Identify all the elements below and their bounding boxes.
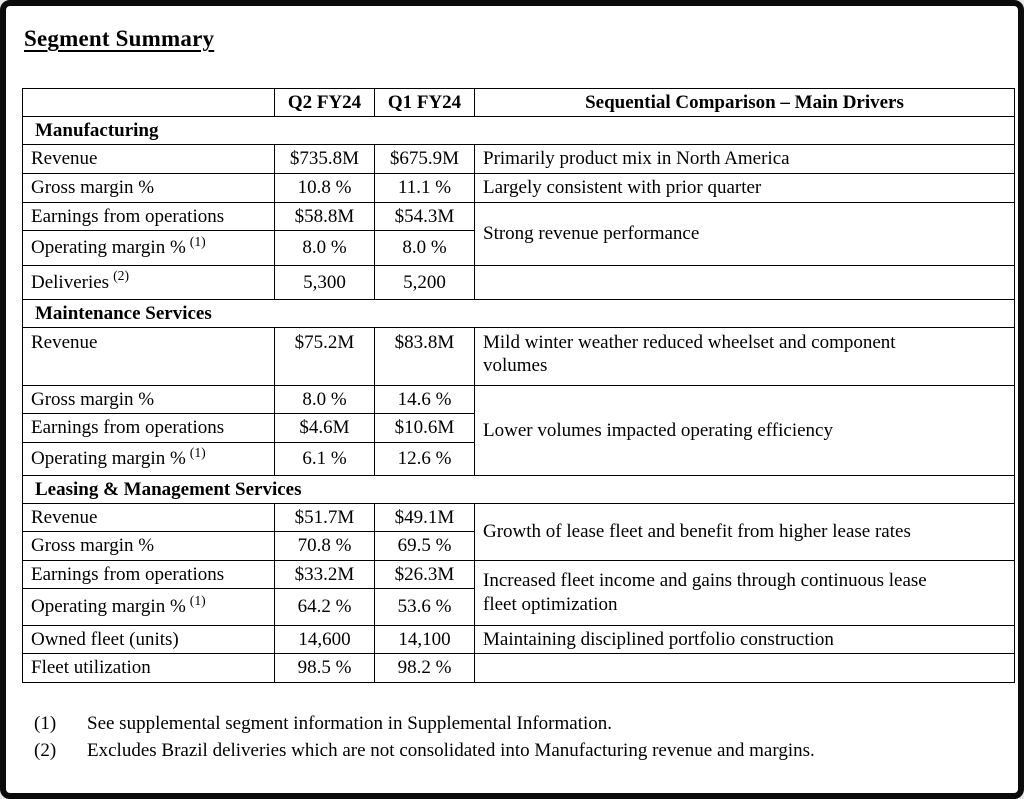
q2-value: 5,300	[274, 264, 375, 300]
q1-value: 14.6 %	[374, 384, 475, 415]
table-row: Owned fleet (units) 14,600 14,100 Mainta…	[22, 624, 1015, 654]
driver-cell: Lower volumes impacted operating efficie…	[474, 384, 1015, 477]
row-label: Deliveries (2)	[22, 264, 275, 300]
q1-value: 11.1 %	[374, 172, 475, 203]
q2-value: 6.1 %	[274, 442, 375, 477]
row-label: Revenue	[22, 503, 275, 533]
footnote-2: (2) Excludes Brazil deliveries which are…	[34, 737, 1002, 764]
row-label: Earnings from operations	[22, 413, 275, 444]
q2-value: 8.0 %	[274, 384, 375, 415]
footnotes: (1) See supplemental segment information…	[34, 710, 1002, 764]
driver-cell: Strong revenue performance	[474, 201, 1015, 266]
table-row: Gross margin % 10.8 % 11.1 % Largely con…	[22, 172, 1015, 203]
driver-cell: Mild winter weather reduced wheelset and…	[474, 326, 1015, 386]
q2-value: 64.2 %	[274, 587, 375, 626]
q2-value: $4.6M	[274, 413, 375, 444]
table-row: Gross margin % 8.0 % 14.6 % Lower volume…	[22, 384, 1015, 477]
q1-value: $83.8M	[374, 326, 475, 386]
section-row-maintenance-services: Maintenance Services	[22, 298, 1015, 328]
q2-value: $51.7M	[274, 503, 375, 533]
table-row: Operating margin % (1) 6.1 % 12.6 %	[22, 442, 1015, 477]
q2-value: $735.8M	[274, 144, 375, 174]
q1-value: 14,100	[374, 624, 475, 654]
section-name: Manufacturing	[22, 116, 1015, 146]
row-label: Gross margin %	[22, 531, 275, 561]
driver-cell: Increased fleet income and gains through…	[474, 559, 1015, 626]
row-label: Revenue	[22, 326, 275, 386]
table-row: Earnings from operations $33.2M $26.3M I…	[22, 559, 1015, 626]
row-label: Revenue	[22, 144, 275, 174]
driver-cell: Growth of lease fleet and benefit from h…	[474, 503, 1015, 561]
table-row: Revenue $735.8M $675.9M Primarily produc…	[22, 144, 1015, 174]
q2-value: 70.8 %	[274, 531, 375, 561]
q1-value: 8.0 %	[374, 229, 475, 266]
driver-cell: Maintaining disciplined portfolio constr…	[474, 624, 1015, 654]
row-label: Earnings from operations	[22, 201, 275, 231]
row-label: Operating margin % (1)	[22, 587, 275, 626]
q2-value: $33.2M	[274, 559, 375, 589]
q1-value: 53.6 %	[374, 587, 475, 626]
footnote-ref: (2)	[113, 268, 130, 284]
table-row: Operating margin % (1) 8.0 % 8.0 %	[22, 229, 1015, 266]
row-label: Fleet utilization	[22, 652, 275, 683]
q1-value: $26.3M	[374, 559, 475, 589]
header-empty-cell	[22, 87, 275, 118]
q1-value: $10.6M	[374, 413, 475, 444]
row-label: Operating margin % (1)	[22, 442, 275, 477]
row-label: Operating margin % (1)	[22, 229, 275, 266]
q2-value: 98.5 %	[274, 652, 375, 683]
table-header-row: Q2 FY24 Q1 FY24 Sequential Comparison – …	[22, 87, 1015, 118]
footnote-ref: (1)	[189, 592, 206, 608]
table-row: Earnings from operations $58.8M $54.3M S…	[22, 201, 1015, 266]
header-sequential-comparison: Sequential Comparison – Main Drivers	[474, 87, 1015, 118]
row-label: Earnings from operations	[22, 559, 275, 589]
footnote-text: Excludes Brazil deliveries which are not…	[87, 739, 815, 761]
q1-value: $49.1M	[374, 503, 475, 533]
q1-value: $675.9M	[374, 144, 475, 174]
table-row: Revenue $75.2M $83.8M Mild winter weathe…	[22, 326, 1015, 386]
section-row-leasing-management-services: Leasing & Management Services	[22, 475, 1015, 505]
section-name: Leasing & Management Services	[22, 475, 1015, 505]
footnote-marker: (1)	[34, 712, 57, 734]
document-page: Segment Summary Q2 FY24 Q1 FY24 Sequenti…	[6, 6, 1018, 764]
driver-cell: Largely consistent with prior quarter	[474, 172, 1015, 203]
header-q1-fy24: Q1 FY24	[374, 87, 475, 118]
q2-value: 8.0 %	[274, 229, 375, 266]
q1-value: 69.5 %	[374, 531, 475, 561]
q2-value: $75.2M	[274, 326, 375, 386]
footnote-ref: (1)	[189, 233, 206, 249]
driver-cell	[474, 264, 1015, 300]
table-row: Revenue $51.7M $49.1M Growth of lease fl…	[22, 503, 1015, 561]
header-q2-fy24: Q2 FY24	[274, 87, 375, 118]
q1-value: $54.3M	[374, 201, 475, 231]
table-row: Earnings from operations $4.6M $10.6M	[22, 413, 1015, 444]
footnote-ref: (1)	[189, 445, 206, 461]
page-title: Segment Summary	[24, 26, 215, 51]
table-row: Deliveries (2) 5,300 5,200	[22, 264, 1015, 300]
table-row: Fleet utilization 98.5 % 98.2 %	[22, 652, 1015, 683]
row-label: Owned fleet (units)	[22, 624, 275, 654]
table-row: Operating margin % (1) 64.2 % 53.6 %	[22, 587, 1015, 626]
driver-cell	[474, 652, 1015, 683]
q1-value: 12.6 %	[374, 442, 475, 477]
footnote-text: See supplemental segment information in …	[87, 712, 613, 734]
section-row-manufacturing: Manufacturing	[22, 116, 1015, 146]
segment-summary-table: Q2 FY24 Q1 FY24 Sequential Comparison – …	[22, 87, 1015, 683]
footnote-marker: (2)	[34, 739, 57, 761]
q2-value: $58.8M	[274, 201, 375, 231]
footnote-1: (1) See supplemental segment information…	[34, 710, 1002, 737]
q2-value: 14,600	[274, 624, 375, 654]
q1-value: 98.2 %	[374, 652, 475, 683]
q2-value: 10.8 %	[274, 172, 375, 203]
driver-cell: Primarily product mix in North America	[474, 144, 1015, 174]
section-name: Maintenance Services	[22, 298, 1015, 328]
row-label: Gross margin %	[22, 172, 275, 203]
row-label: Gross margin %	[22, 384, 275, 415]
q1-value: 5,200	[374, 264, 475, 300]
